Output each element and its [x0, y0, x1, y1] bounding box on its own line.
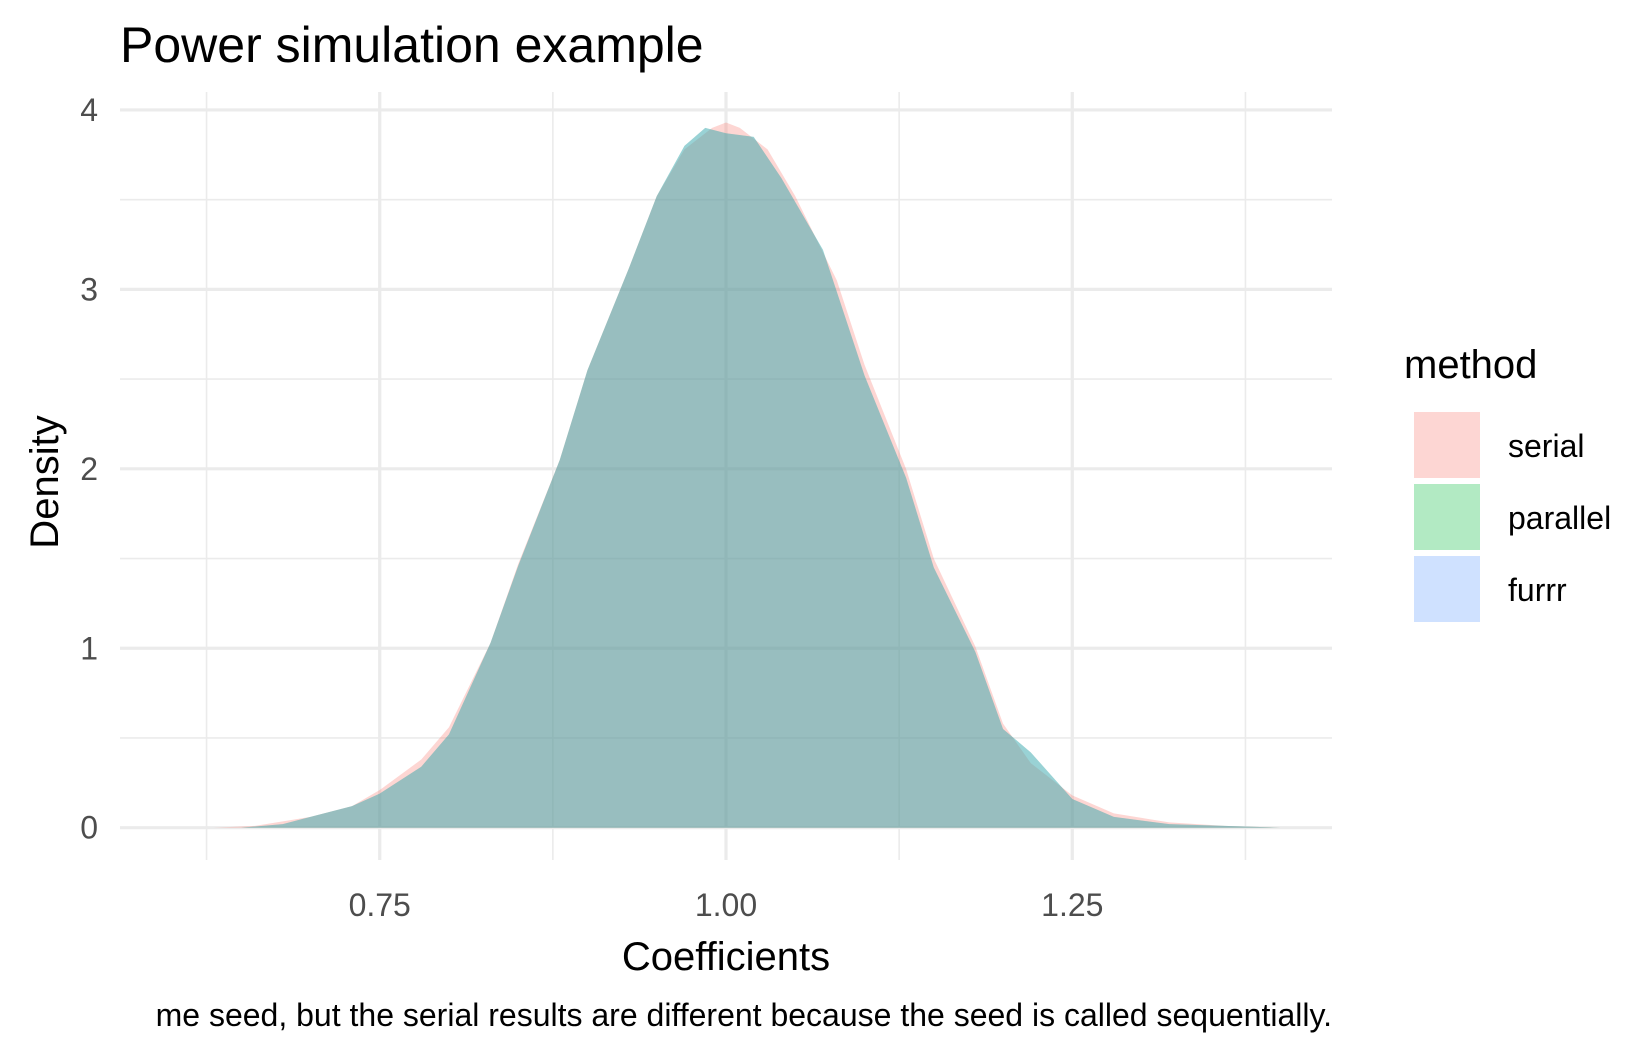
density-area-parallel: [241, 127, 1322, 828]
density-area-serial: [213, 122, 1322, 828]
grid-lines: [120, 92, 1332, 860]
chart-caption: me seed, but the serial results are diff…: [156, 997, 1332, 1033]
y-tick-label: 1: [80, 630, 98, 666]
legend-swatch-parallel: [1414, 484, 1480, 550]
y-tick-label: 2: [80, 451, 98, 487]
x-tick-label: 1.00: [695, 887, 757, 923]
y-axis-title: Density: [23, 415, 67, 548]
density-area-furrr: [241, 127, 1322, 828]
legend-swatch-furrr: [1414, 556, 1480, 622]
legend-label-parallel: parallel: [1508, 500, 1611, 536]
density-areas: [213, 122, 1322, 828]
y-tick-label: 3: [80, 271, 98, 307]
x-tick-label: 0.75: [349, 887, 411, 923]
legend-swatch-serial: [1414, 412, 1480, 478]
chart-title: Power simulation example: [120, 17, 704, 73]
legend-entries: serial parallel furrr: [1414, 412, 1611, 622]
legend-title: method: [1404, 343, 1537, 387]
x-tick-label: 1.25: [1041, 887, 1103, 923]
legend: method serial parallel furrr: [1404, 343, 1611, 622]
x-axis-title: Coefficients: [622, 935, 830, 979]
y-tick-label: 0: [80, 810, 98, 846]
y-tick-label: 4: [80, 92, 98, 128]
legend-label-furrr: furrr: [1508, 572, 1567, 608]
tick-labels: 0.75 1.00 1.25 0 1 2 3 4: [80, 92, 1103, 923]
legend-label-serial: serial: [1508, 428, 1584, 464]
